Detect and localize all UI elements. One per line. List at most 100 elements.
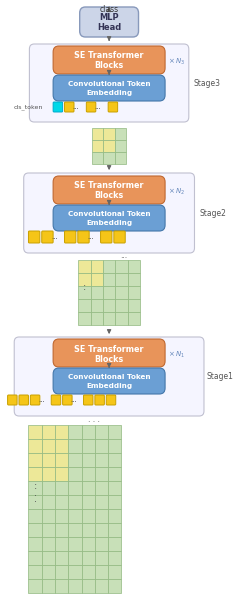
FancyBboxPatch shape xyxy=(51,395,61,405)
Bar xyxy=(108,495,121,509)
Text: SE Transformer: SE Transformer xyxy=(74,52,144,61)
Bar xyxy=(78,260,91,273)
Bar xyxy=(95,565,108,579)
Bar xyxy=(42,425,55,439)
Bar xyxy=(115,273,128,286)
Bar xyxy=(28,509,42,523)
Bar xyxy=(115,260,128,273)
FancyBboxPatch shape xyxy=(53,339,165,367)
Bar xyxy=(95,495,108,509)
Bar xyxy=(108,481,121,495)
Bar xyxy=(42,439,55,453)
Bar xyxy=(55,453,68,467)
Bar xyxy=(95,537,108,551)
FancyBboxPatch shape xyxy=(106,395,116,405)
Bar xyxy=(78,312,91,325)
Text: SE Transformer: SE Transformer xyxy=(74,181,144,191)
Bar xyxy=(68,565,82,579)
Bar xyxy=(82,509,95,523)
Text: ...: ... xyxy=(71,397,77,403)
Bar xyxy=(108,579,121,593)
Bar xyxy=(82,467,95,481)
FancyBboxPatch shape xyxy=(114,231,125,243)
Bar xyxy=(82,453,95,467)
FancyBboxPatch shape xyxy=(19,395,28,405)
Bar xyxy=(91,260,103,273)
FancyBboxPatch shape xyxy=(53,368,165,394)
Text: cls_token: cls_token xyxy=(13,104,43,110)
Bar xyxy=(103,286,115,299)
Bar xyxy=(55,537,68,551)
Bar xyxy=(28,425,42,439)
Text: Embedding: Embedding xyxy=(86,383,132,389)
Bar xyxy=(28,467,42,481)
Bar xyxy=(82,565,95,579)
Text: Blocks: Blocks xyxy=(95,61,124,70)
Bar xyxy=(42,481,55,495)
Text: ...: ... xyxy=(88,234,95,240)
Bar xyxy=(92,152,103,164)
Bar xyxy=(42,537,55,551)
Bar xyxy=(95,579,108,593)
Bar xyxy=(42,579,55,593)
Bar xyxy=(92,128,103,140)
Text: Blocks: Blocks xyxy=(95,355,124,364)
Bar xyxy=(108,425,121,439)
Bar xyxy=(55,523,68,537)
Bar xyxy=(28,481,42,495)
Bar xyxy=(42,495,55,509)
Bar xyxy=(115,312,128,325)
Bar xyxy=(82,537,95,551)
FancyBboxPatch shape xyxy=(30,395,40,405)
Bar xyxy=(91,286,103,299)
FancyBboxPatch shape xyxy=(64,102,74,112)
Bar xyxy=(128,286,140,299)
Bar xyxy=(103,260,115,273)
Bar xyxy=(128,299,140,312)
Text: Convolutional Token: Convolutional Token xyxy=(68,374,150,380)
Bar xyxy=(128,260,140,273)
Text: $\times\,N_1$: $\times\,N_1$ xyxy=(168,350,185,360)
Text: ...: ... xyxy=(94,104,101,110)
Bar xyxy=(103,273,115,286)
Bar xyxy=(68,495,82,509)
Bar xyxy=(95,467,108,481)
Bar xyxy=(42,467,55,481)
Bar xyxy=(78,273,91,286)
Bar xyxy=(108,551,121,565)
FancyBboxPatch shape xyxy=(24,173,195,253)
Bar xyxy=(55,425,68,439)
Text: MLP: MLP xyxy=(99,13,119,22)
Bar xyxy=(108,467,121,481)
FancyBboxPatch shape xyxy=(95,395,104,405)
Bar xyxy=(91,312,103,325)
FancyBboxPatch shape xyxy=(86,102,96,112)
Text: ...: ... xyxy=(120,251,127,259)
Text: Stage2: Stage2 xyxy=(199,208,226,217)
Bar xyxy=(108,523,121,537)
Bar xyxy=(68,467,82,481)
Bar xyxy=(28,551,42,565)
FancyBboxPatch shape xyxy=(53,75,165,101)
Text: Stage3: Stage3 xyxy=(194,79,221,88)
Bar xyxy=(103,140,115,152)
Text: Stage1: Stage1 xyxy=(207,372,234,381)
Text: ...: ... xyxy=(38,397,45,403)
Bar xyxy=(82,495,95,509)
Bar xyxy=(55,467,68,481)
Bar xyxy=(42,565,55,579)
FancyBboxPatch shape xyxy=(78,231,89,243)
Bar xyxy=(108,537,121,551)
Bar xyxy=(28,565,42,579)
FancyBboxPatch shape xyxy=(63,395,72,405)
Bar xyxy=(78,286,91,299)
Bar xyxy=(68,425,82,439)
Bar xyxy=(68,509,82,523)
Bar xyxy=(82,523,95,537)
Text: .: . xyxy=(34,494,36,504)
Bar xyxy=(55,495,68,509)
Bar xyxy=(55,439,68,453)
Bar xyxy=(68,551,82,565)
Bar xyxy=(95,481,108,495)
Bar xyxy=(42,453,55,467)
